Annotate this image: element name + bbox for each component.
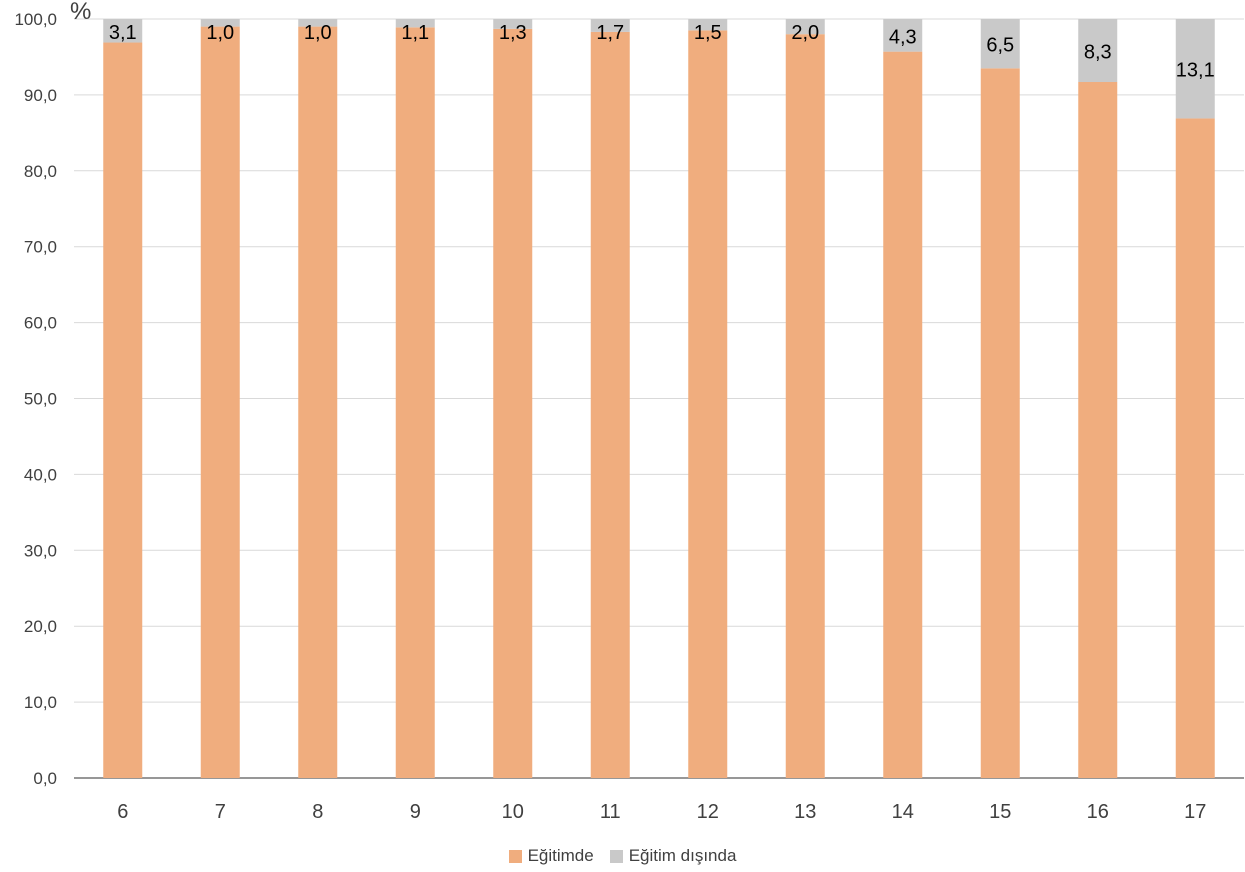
bar-egitimde [395,27,435,778]
bar-egitim-disinda [298,19,338,27]
bar-egitimde [1175,118,1215,778]
data-label-egitim-disinda: 1,0 [304,22,332,44]
x-tick-label: 7 [215,801,226,823]
data-label-egitim-disinda: 1,1 [401,22,429,44]
bar-egitimde [200,26,240,778]
bar-egitimde [785,34,825,779]
bar-egitimde [1078,81,1118,778]
bar-egitimde [493,28,533,778]
legend-swatch-egitim-disinda [609,849,623,863]
bar-egitim-disinda [103,19,143,43]
bar-egitim-disinda [1175,19,1215,119]
y-tick-label: 40,0 [24,465,57,484]
data-label-egitim-disinda: 4,3 [889,26,917,48]
bar-egitim-disinda [590,19,630,32]
legend-item-egitim-disinda: Eğitim dışında [609,846,737,866]
legend-label-egitim-disinda: Eğitim dışında [628,846,737,865]
x-tick-label: 17 [1184,801,1206,823]
data-label-egitim-disinda: 3,1 [109,22,137,44]
legend-swatch-egitimde [508,849,522,863]
bar-egitim-disinda [785,19,825,35]
y-tick-label: 80,0 [24,162,57,181]
data-label-egitim-disinda: 8,3 [1084,41,1112,63]
legend-item-egitimde: Eğitimde [508,846,594,866]
x-tick-label: 15 [989,801,1011,823]
x-tick-label: 13 [794,801,816,823]
y-tick-label: 30,0 [24,541,57,560]
chart-legend: Eğitimde Eğitim dışında [0,846,1245,866]
bar-egitim-disinda [200,19,240,27]
bar-egitim-disinda [395,19,435,28]
bar-egitimde [103,42,143,779]
bar-egitim-disinda [1078,19,1118,82]
bar-egitim-disinda [493,19,533,29]
y-tick-label: 0,0 [33,769,57,788]
bar-egitimde [883,51,923,778]
data-label-egitim-disinda: 13,1 [1176,60,1215,82]
x-tick-label: 11 [600,801,621,823]
data-label-egitim-disinda: 1,0 [206,22,234,44]
bar-egitimde [590,31,630,778]
stacked-bar-chart: 0,0 10,0 20,0 30,0 40,0 50,0 60,0 70,0 80,0 90,0 1… [14,10,1244,823]
x-tick-label: 6 [117,801,128,823]
bar-egitim-disinda [980,19,1020,69]
data-label-egitim-disinda: 2,0 [791,22,819,44]
y-tick-label: 90,0 [24,86,57,105]
bar-egitimde [298,26,338,778]
y-tick-label: 70,0 [24,238,57,257]
data-label-egitim-disinda: 1,7 [596,22,624,44]
bar-egitimde [980,68,1020,778]
data-label-egitim-disinda: 1,5 [694,22,722,44]
y-tick-label: 100,0 [14,10,57,29]
bar-egitim-disinda [883,19,923,52]
x-tick-label: 8 [312,801,323,823]
y-tick-label: 50,0 [24,390,57,409]
bar-egitim-disinda [688,19,728,31]
bar-egitimde [688,30,728,778]
data-label-egitim-disinda: 1,3 [499,22,527,44]
x-tick-label: 10 [502,801,524,823]
y-tick-label: 10,0 [24,693,57,712]
x-tick-label: 12 [697,801,719,823]
legend-label-egitimde: Eğitimde [527,846,594,865]
x-tick-label: 16 [1087,801,1109,823]
y-tick-label: 60,0 [24,314,57,333]
y-unit-label: % [70,0,92,25]
y-tick-label: 20,0 [24,617,57,636]
data-label-egitim-disinda: 6,5 [986,35,1014,57]
x-tick-label: 14 [892,801,914,823]
x-tick-label: 9 [410,801,421,823]
